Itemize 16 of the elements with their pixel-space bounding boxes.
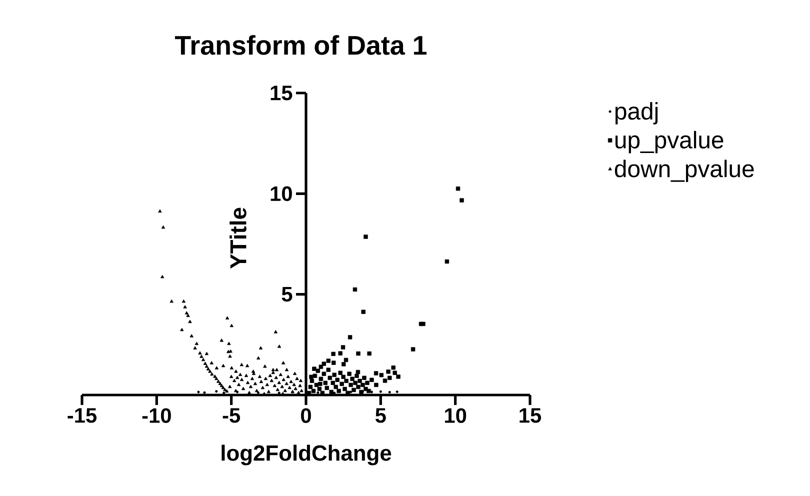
x-tick-label: 0 bbox=[301, 408, 311, 424]
legend-label: padj bbox=[615, 102, 658, 124]
y-tick-label: 5 bbox=[282, 287, 292, 302]
x-tick-label: -15 bbox=[68, 408, 97, 423]
x-tick-label: 10 bbox=[445, 408, 466, 424]
chart-title: Transform of Data 1 bbox=[174, 35, 427, 55]
x-axis-title: log2FoldChange bbox=[222, 444, 392, 466]
y-tick-label: 15 bbox=[270, 86, 292, 100]
x-tick-label: 15 bbox=[520, 408, 542, 423]
y-tick-label: 10 bbox=[270, 186, 292, 202]
legend-label: down_pvalue bbox=[614, 160, 754, 182]
x-tick-label: 5 bbox=[375, 408, 386, 423]
legend-label: up_pvalue bbox=[615, 130, 724, 154]
x-tick-label: -5 bbox=[222, 408, 240, 423]
x-tick-label: -10 bbox=[142, 408, 171, 424]
y-axis-title: YTitle bbox=[230, 208, 246, 269]
